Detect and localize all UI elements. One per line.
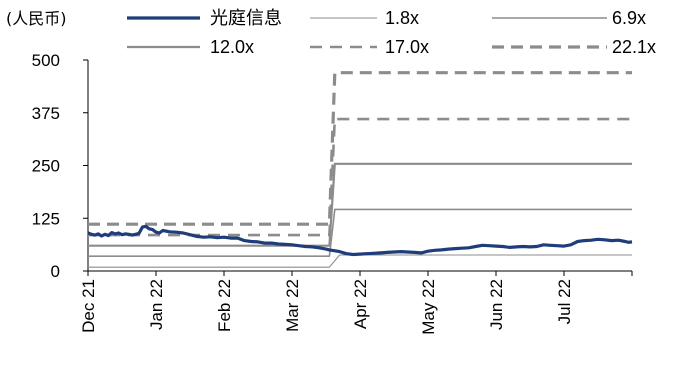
legend-label-2: 6.9x (612, 8, 646, 28)
series-line-4 (88, 117, 632, 237)
x-tick-label: Feb 22 (215, 279, 234, 332)
x-tick-label: Mar 22 (283, 279, 302, 332)
y-tick-label: 0 (51, 262, 60, 281)
x-tick-label: Dec 21 (79, 279, 98, 333)
y-tick-label: 250 (32, 157, 60, 176)
legend-label-0: 光庭信息 (210, 8, 282, 28)
x-tick-label: Apr 22 (351, 279, 370, 329)
legend-label-1: 1.8x (385, 8, 419, 28)
y-tick-label: 375 (32, 104, 60, 123)
series-line-3 (88, 162, 632, 247)
x-tick-label: May 22 (419, 279, 438, 335)
series-line-2 (88, 208, 632, 258)
y-axis: 0 125 250 375 500 (32, 51, 89, 281)
legend: 光庭信息 1.8x 6.9x 12.0x 17.0x 22.1x (127, 8, 656, 57)
x-tick-label: Jun 22 (487, 279, 506, 330)
y-tick-label: 500 (32, 51, 60, 70)
legend-label-4: 17.0x (385, 37, 429, 57)
series-line-0 (87, 224, 633, 257)
x-tick-label: Jul 22 (555, 279, 574, 324)
y-tick-label: 125 (32, 209, 60, 228)
x-axis: Dec 21 Jan 22 Feb 22 Mar 22 Apr 22 May 22 Jun … (79, 270, 633, 335)
legend-label-3: 12.0x (210, 37, 254, 57)
series-line-1 (88, 254, 632, 268)
series-layer (87, 71, 633, 268)
x-tick-label: Jan 22 (147, 279, 166, 330)
legend-label-5: 22.1x (612, 37, 656, 57)
series-line-5 (88, 71, 632, 226)
unit-label: (人民币) (6, 9, 67, 28)
